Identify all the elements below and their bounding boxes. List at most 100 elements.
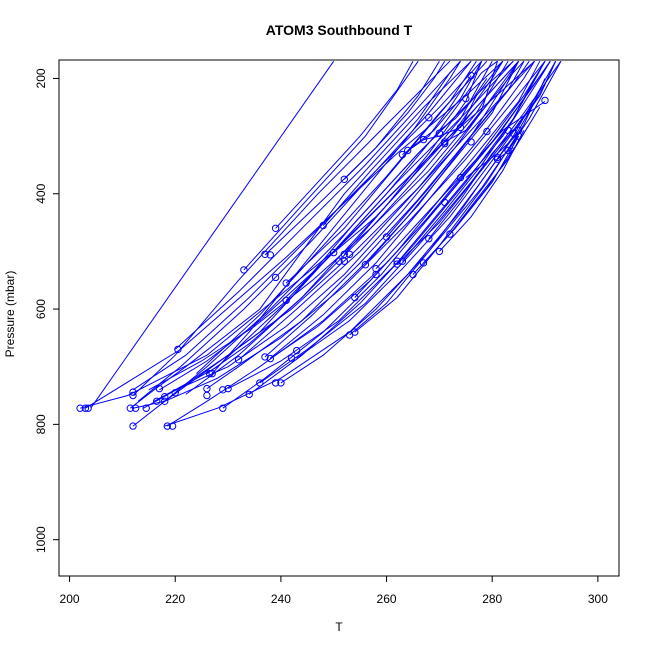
data-point-13	[161, 397, 169, 405]
data-point-31	[266, 251, 274, 259]
y-tick-label-800: 800	[34, 414, 48, 434]
profile-line-27	[296, 60, 557, 359]
profile-line-35	[196, 60, 488, 374]
data-point-79	[504, 146, 512, 155]
data-point-83	[514, 132, 523, 140]
data-point-1	[76, 404, 84, 412]
profile-line-20	[227, 60, 551, 390]
data-point-8	[131, 404, 140, 412]
data-point-59	[404, 146, 412, 155]
profile-line-49	[439, 78, 488, 131]
profile-line-58	[264, 60, 520, 358]
profile-line-4	[129, 60, 472, 409]
profile-line-8	[137, 60, 482, 402]
data-point-19	[203, 391, 211, 400]
data-point-73	[462, 94, 470, 103]
data-point-38	[282, 279, 290, 287]
x-axis: 200 220 240 260 280 300	[60, 575, 608, 606]
data-point-35	[271, 224, 280, 233]
data-point-37	[282, 296, 290, 305]
profile-line-63	[465, 132, 519, 178]
data-point-18	[203, 384, 211, 393]
profile-line-16	[169, 60, 520, 394]
data-point-52	[372, 270, 380, 279]
x-tick-label-280: 280	[482, 592, 502, 606]
data-point-32	[266, 354, 274, 363]
data-point-42	[330, 248, 338, 257]
data-point-25	[234, 356, 243, 364]
data-point-66	[435, 129, 444, 137]
y-tick-label-200: 200	[34, 68, 48, 88]
profile-line-26	[285, 60, 477, 284]
data-point-68	[441, 139, 449, 148]
data-point-69	[441, 198, 449, 207]
data-point-7	[129, 388, 137, 396]
data-point-28	[256, 379, 264, 387]
profile-line-48	[444, 61, 498, 143]
profile-line-12	[164, 60, 546, 402]
profile-line-10	[153, 60, 535, 402]
data-point-45	[345, 250, 354, 259]
data-point-62	[419, 135, 428, 144]
data-point-64	[425, 114, 433, 122]
profile-line-46	[407, 60, 483, 151]
data-point-61	[419, 259, 428, 267]
profile-line-36	[174, 60, 461, 350]
data-point-24	[224, 384, 232, 393]
profile-line-14	[164, 60, 557, 427]
x-tick-label-220: 220	[165, 592, 185, 606]
data-point-49	[335, 257, 343, 265]
profile-line-3	[90, 60, 335, 409]
data-point-57	[398, 257, 407, 265]
data-point-78	[493, 153, 502, 162]
data-point-14	[163, 422, 172, 430]
x-axis-label: T	[335, 620, 343, 634]
profile-line-56	[269, 60, 535, 359]
profile-line-44	[428, 129, 514, 240]
y-tick-label-400: 400	[34, 183, 48, 203]
data-point-36	[271, 273, 280, 282]
data-point-75	[467, 71, 475, 80]
data-point-22	[219, 404, 227, 412]
profile-line-55	[238, 60, 525, 361]
data-point-44	[340, 175, 348, 184]
data-point-71	[456, 123, 465, 132]
data-point-10	[153, 397, 161, 405]
data-point-2	[81, 404, 90, 412]
profile-line-52	[343, 60, 446, 180]
profile-line-11	[159, 60, 535, 391]
data-point-47	[351, 328, 359, 336]
data-point-51	[361, 261, 370, 269]
profile-line-30	[343, 61, 483, 255]
data-point-76	[483, 127, 491, 136]
profile-line-53	[211, 60, 461, 374]
y-tick-label-600: 600	[34, 299, 48, 319]
profile-line-43	[449, 124, 530, 235]
data-point-34	[277, 379, 285, 387]
data-point-12	[161, 393, 169, 401]
profile-line-22	[259, 60, 562, 384]
profile-line-25	[285, 60, 498, 301]
data-point-65	[435, 247, 444, 256]
data-point-27	[245, 390, 253, 399]
data-point-30	[261, 250, 269, 259]
data-point-23	[219, 386, 227, 394]
data-point-16	[171, 389, 179, 397]
profile-line-37	[185, 60, 519, 395]
data-point-74	[467, 138, 475, 146]
plot-lines	[79, 60, 562, 427]
data-point-72	[456, 173, 465, 182]
data-point-26	[240, 266, 248, 274]
profile-line-34	[275, 60, 414, 229]
data-point-9	[142, 404, 150, 412]
data-point-3	[84, 404, 92, 412]
data-point-58	[398, 150, 407, 159]
data-point-17	[174, 345, 182, 354]
data-point-40	[293, 346, 301, 355]
data-point-4	[129, 422, 137, 430]
profile-line-38	[375, 101, 546, 270]
data-point-11	[155, 384, 164, 393]
profile-line-60	[354, 60, 541, 298]
